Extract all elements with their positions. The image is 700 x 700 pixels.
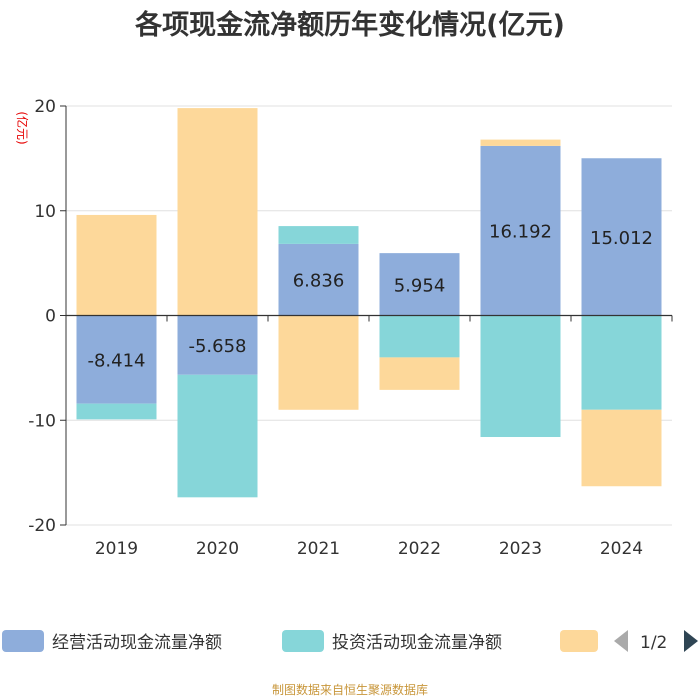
x-tick-label: 2024 [600,539,643,559]
y-tick-label: -10 [28,411,56,431]
bar-2023-series-2[interactable] [480,139,561,146]
x-tick-label: 2019 [95,539,138,559]
bar-2020-series-1[interactable] [177,374,258,498]
data-source-note: 制图数据来自恒生聚源数据库 [272,682,428,697]
axes: 20 10 0 -10 -20 2019 2020 2021 2022 2023 2024 [28,97,673,559]
bar-2021-series-1[interactable] [278,226,359,244]
legend-label-operating[interactable]: 经营活动现金流量净额 [52,633,222,653]
legend-label-investing[interactable]: 投资活动现金流量净额 [332,633,502,653]
bar-2022-series-1[interactable] [379,315,460,358]
chart-title: 各项现金流净额历年变化情况(亿元) [134,9,565,41]
legend-page-indicator: 1/2 [640,633,667,653]
bar-2020-series-0[interactable] [177,315,258,375]
legend-swatch-financing[interactable] [560,630,598,652]
legend-swatch-operating[interactable] [2,630,44,652]
bar-2021-series-2[interactable] [278,315,359,410]
y-tick-label: 0 [45,307,56,327]
x-tick-label: 2021 [297,539,340,559]
bars [76,108,662,498]
bar-2024-series-1[interactable] [581,315,662,410]
bar-2024-series-0[interactable] [581,158,662,316]
x-tick-label: 2023 [499,539,542,559]
y-axis-unit: (亿元) [15,111,30,144]
data-labels: -8.414 -5.658 6.836 5.954 16.192 15.012 [87,222,653,372]
legend-prev-page-icon[interactable] [614,630,628,652]
y-tick-label: 10 [34,202,56,222]
bar-2019-series-1[interactable] [76,403,157,420]
bar-2020-series-2[interactable] [177,108,258,316]
bar-2019-series-2[interactable] [76,214,157,316]
data-label: 6.836 [293,271,345,292]
grid-lines [66,105,672,526]
legend-swatch-investing[interactable] [282,630,324,652]
y-tick-label: 20 [34,97,56,117]
bar-2023-series-1[interactable] [480,315,561,438]
data-label: 15.012 [590,228,653,249]
bar-2022-series-0[interactable] [379,253,460,316]
y-tick-label: -20 [28,516,56,536]
bar-2019-series-0[interactable] [76,315,157,404]
data-label: -8.414 [87,351,145,372]
legend-next-page-icon[interactable] [684,630,698,652]
bar-2023-series-0[interactable] [480,145,561,316]
data-label: -5.658 [188,336,246,357]
bar-2021-series-0[interactable] [278,243,359,316]
data-label: 16.192 [489,222,552,243]
legend: 经营活动现金流量净额 投资活动现金流量净额 1/2 [2,630,698,653]
bar-2024-series-2[interactable] [581,409,662,487]
x-tick-label: 2022 [398,539,441,559]
x-tick-label: 2020 [196,539,239,559]
bar-2022-series-2[interactable] [379,357,460,390]
data-label: 5.954 [394,275,446,296]
